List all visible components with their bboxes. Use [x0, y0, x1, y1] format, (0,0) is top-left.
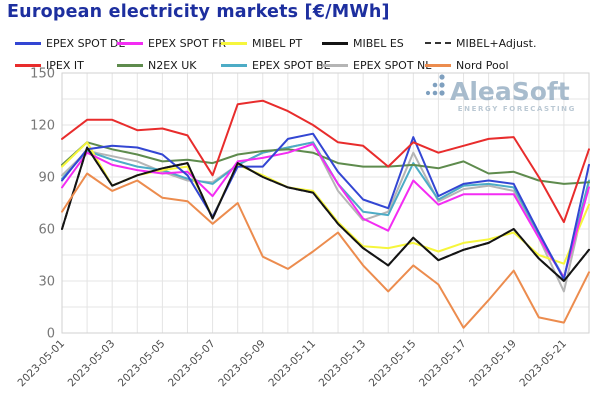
legend-label: EPEX SPOT NL [353, 58, 432, 72]
legend-item-nord-pool[interactable]: Nord Pool [425, 56, 509, 74]
watermark-dot [439, 90, 445, 96]
watermark-dot [432, 90, 438, 96]
legend-item-epex-spot-nl[interactable]: EPEX SPOT NL [322, 56, 431, 74]
y-tick-label: 90 [38, 171, 55, 186]
legend-swatch [322, 41, 348, 45]
x-tick-label: 2023-05-13 [317, 338, 369, 390]
x-tick-label: 2023-05-17 [417, 338, 469, 390]
legend-label: EPEX SPOT FR [148, 36, 227, 50]
legend-item-epex-spot-de[interactable]: EPEX SPOT DE [15, 34, 125, 52]
watermark-dot [439, 74, 445, 80]
chart-title: European electricity markets [€/MWh] [7, 2, 390, 22]
x-tick-label: 2023-05-21 [517, 338, 569, 390]
legend-swatch [425, 42, 451, 44]
series-line-n2ex-uk [61, 141, 590, 185]
y-tick-label: 0 [47, 327, 55, 342]
legend-label: MIBEL ES [353, 36, 404, 50]
y-tick-label: 30 [38, 275, 55, 290]
legend-swatch [117, 41, 143, 45]
legend-item-mibel-pt[interactable]: MIBEL PT [221, 34, 302, 52]
x-tick-label: 2023-05-11 [266, 338, 318, 390]
legend-item-n2ex-uk[interactable]: N2EX UK [117, 56, 196, 74]
legend-item-epex-spot-be[interactable]: EPEX SPOT BE [221, 56, 331, 74]
series-line-ipex-it [61, 99, 590, 224]
x-tick-label: 2023-05-07 [166, 338, 218, 390]
watermark-dot [432, 82, 438, 88]
series-line-epex-spot-de [61, 132, 590, 281]
watermark-brand: AleaSoft [450, 77, 570, 106]
legend-item-ipex-it[interactable]: IPEX IT [15, 56, 84, 74]
legend-swatch [425, 63, 451, 67]
legend-swatch [221, 63, 247, 67]
legend-swatch [221, 41, 247, 45]
legend-label: IPEX IT [46, 58, 84, 72]
legend-label: Nord Pool [456, 58, 509, 72]
legend-swatch [15, 63, 41, 67]
x-tick-label: 2023-05-09 [216, 338, 268, 390]
y-tick-label: 150 [30, 67, 55, 82]
series-line-nord-pool [61, 172, 590, 329]
legend-row-1: EPEX SPOT DE EPEX SPOT FR MIBEL PT MIBEL ES… [0, 34, 600, 52]
series-line-epex-spot-nl [61, 141, 590, 293]
legend-item-epex-spot-fr[interactable]: EPEX SPOT FR [117, 34, 226, 52]
legend-swatch [117, 63, 143, 67]
legend-label: MIBEL+Adjust. [456, 36, 537, 50]
y-tick-label: 120 [30, 119, 55, 134]
legend-item-mibel-adjust-[interactable]: MIBEL+Adjust. [425, 34, 536, 52]
series-line-mibel-es [61, 146, 590, 282]
watermark-dot [439, 82, 445, 88]
watermark-tagline: ENERGY FORECASTING [458, 105, 576, 113]
series-line-epex-spot-fr [61, 143, 590, 279]
x-tick-label: 2023-05-19 [467, 338, 519, 390]
y-tick-label: 60 [38, 223, 55, 238]
x-tick-label: 2023-05-15 [367, 338, 419, 390]
legend-label: EPEX SPOT DE [46, 36, 126, 50]
legend-item-mibel-es[interactable]: MIBEL ES [322, 34, 404, 52]
plot-frame [61, 72, 590, 334]
x-tick-label: 2023-05-01 [15, 338, 67, 390]
legend-label: N2EX UK [148, 58, 197, 72]
legend-label: MIBEL PT [252, 36, 303, 50]
x-tick-label: 2023-05-05 [116, 338, 168, 390]
x-tick-label: 2023-05-03 [66, 338, 118, 390]
legend-swatch [15, 41, 41, 45]
watermark-dot [425, 90, 431, 96]
legend-label: EPEX SPOT BE [252, 58, 331, 72]
legend-row-2: IPEX IT N2EX UK EPEX SPOT BE EPEX SPOT NL No… [0, 56, 600, 74]
legend-swatch [322, 63, 348, 67]
